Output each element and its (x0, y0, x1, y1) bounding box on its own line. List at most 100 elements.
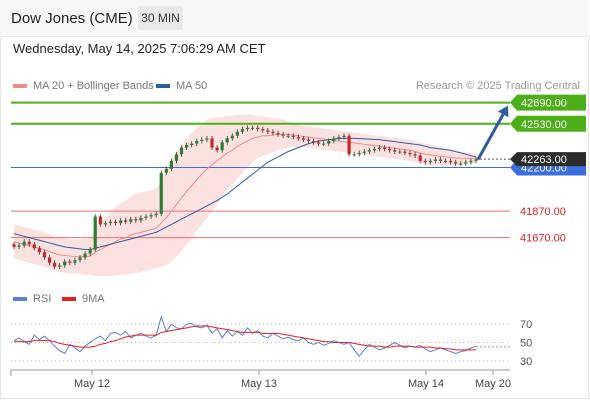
level-label-3: 41870.00 (520, 206, 566, 218)
candle-body-21 (119, 220, 123, 224)
candle-body-58 (306, 139, 311, 142)
candle-body-62 (327, 141, 331, 144)
time-tick-label-1: May 13 (241, 378, 277, 390)
candle-body-68 (357, 152, 361, 155)
candle-body-42 (225, 138, 229, 143)
candle-body-30 (164, 168, 168, 173)
legend-ma20: MA 20 + Bollinger Bands (13, 80, 154, 92)
candle-body-2 (22, 241, 26, 246)
forecast-arrow-head (497, 105, 509, 118)
candle-body-11 (68, 261, 72, 263)
candle-body-83 (433, 159, 437, 161)
candle-body-49 (261, 129, 265, 131)
candle-body-35 (190, 143, 194, 145)
price-levels (11, 101, 510, 239)
candle-body-40 (215, 147, 219, 151)
header-bar: Dow Jones (CME) 30 MIN (0, 0, 589, 37)
candle-body-87 (454, 162, 458, 164)
legend-ma50-label: MA 50 (176, 80, 208, 92)
candle-body-23 (129, 219, 133, 222)
current-price-tag (510, 152, 586, 167)
rsi-tick-2: 30 (520, 356, 532, 368)
candles (12, 125, 478, 270)
candle-body-16 (93, 216, 97, 250)
candle-body-71 (372, 148, 377, 151)
current-price-label: 42263.00 (521, 154, 567, 166)
candle-body-12 (73, 260, 77, 263)
candle-body-47 (251, 127, 255, 129)
candle-body-56 (296, 137, 300, 139)
bollinger-band-area (14, 114, 476, 277)
candle-body-7 (47, 257, 52, 263)
candle-body-4 (32, 244, 36, 249)
rsi-tick-0: 70 (520, 319, 532, 331)
candle-body-3 (27, 241, 31, 245)
candle-body-6 (42, 252, 47, 258)
candle-body-73 (383, 147, 387, 149)
candle-body-25 (139, 217, 143, 221)
credit-text: Research © 2025 Trading Central (415, 80, 580, 92)
candle-body-10 (63, 261, 67, 266)
candle-body-14 (83, 253, 87, 258)
candle-body-81 (423, 160, 427, 163)
candle-body-13 (78, 257, 82, 261)
candle-body-29 (159, 172, 163, 214)
legend-rsi-swatch (13, 297, 27, 301)
candle-body-78 (408, 152, 412, 155)
legend-ma50-swatch (156, 84, 170, 88)
level-label-0: 42690.00 (521, 98, 567, 110)
candle-body-41 (220, 142, 224, 151)
timestamp: Wednesday, May 14, 2025 7:06:29 AM CET (13, 41, 266, 56)
candle-body-32 (174, 154, 179, 161)
candle-body-31 (169, 160, 173, 169)
candle-body-44 (235, 131, 239, 136)
forecast-arrow (476, 105, 509, 161)
candle-body-79 (413, 154, 417, 156)
candle-body-64 (337, 137, 341, 139)
ma20-line (13, 133, 476, 258)
candle-body-90 (469, 160, 473, 163)
candle-body-55 (291, 135, 295, 138)
candle-body-86 (449, 160, 453, 163)
rsi-9ma-line (14, 325, 476, 351)
candle-body-77 (403, 151, 407, 153)
candle-body-88 (459, 163, 463, 165)
candle-body-60 (317, 142, 321, 144)
legend-9ma: 9MA (62, 293, 105, 305)
candle-body-74 (388, 148, 392, 151)
candle-body-82 (428, 160, 432, 163)
candle-body-63 (332, 138, 336, 142)
candle-body-34 (185, 144, 189, 148)
candle-body-0 (12, 244, 16, 247)
candle-body-24 (134, 219, 138, 221)
candle-body-33 (179, 147, 184, 155)
candle-body-17 (98, 216, 102, 225)
rsi-panel: 70 50 30 (11, 315, 532, 368)
candle-body-52 (276, 133, 280, 135)
candle-body-48 (256, 127, 260, 130)
candle-body-39 (210, 138, 214, 148)
timeframe-button[interactable]: 30 MIN (138, 6, 183, 30)
candle-body-61 (322, 143, 326, 145)
candle-body-85 (443, 160, 448, 162)
time-tick-label-3: May 20 (475, 378, 511, 390)
candle-body-20 (113, 221, 118, 224)
candle-body-46 (245, 127, 250, 130)
candle-body-54 (286, 135, 290, 137)
candle-body-8 (53, 262, 57, 267)
level-label-1: 42530.00 (521, 119, 567, 131)
legend-ma20-label: MA 20 + Bollinger Bands (33, 80, 154, 92)
candle-body-5 (37, 248, 41, 253)
candle-body-37 (200, 139, 204, 142)
time-tick-label-2: May 14 (408, 378, 444, 390)
moving-averages (13, 133, 477, 258)
candle-body-53 (281, 134, 285, 136)
candle-body-66 (347, 135, 351, 155)
candle-body-84 (438, 159, 443, 161)
candle-body-27 (149, 215, 153, 217)
candle-body-18 (103, 223, 107, 225)
legend-ma50: MA 50 (156, 80, 207, 92)
candle-body-57 (301, 138, 305, 140)
rsi-line (13, 315, 477, 358)
